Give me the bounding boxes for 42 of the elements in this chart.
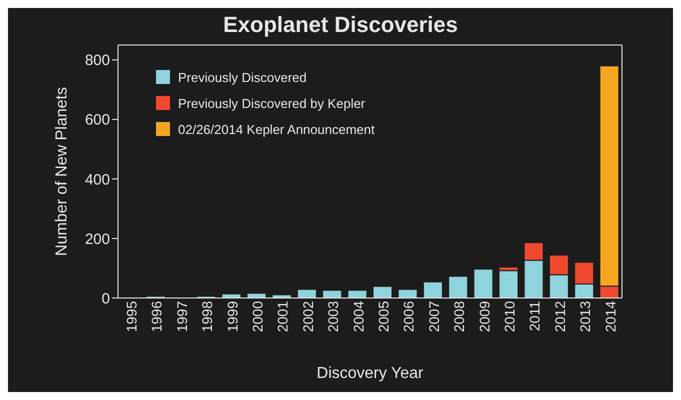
x-tick-label: 1996 <box>148 300 165 332</box>
x-tick-label: 2001 <box>274 300 291 332</box>
legend-label: Previously Discovered <box>178 70 307 84</box>
bar <box>398 288 418 298</box>
x-tick-label: 1997 <box>174 300 190 332</box>
bar <box>372 286 393 298</box>
x-tick-label: 2000 <box>250 300 266 332</box>
x-tick-label: 2008 <box>451 300 468 332</box>
y-tick-label: 0 <box>102 290 110 308</box>
x-tick-label: 2004 <box>350 300 366 332</box>
bar <box>422 281 443 298</box>
x-tick-label: 2002 <box>300 300 316 332</box>
y-axis-title: Number of New Planets <box>54 87 71 256</box>
bar <box>296 288 317 298</box>
bar <box>246 292 267 298</box>
x-tick-label: 2007 <box>426 300 442 332</box>
x-tick-label: 2013 <box>577 300 594 332</box>
x-tick-label: 2005 <box>376 300 392 332</box>
bar <box>498 270 519 298</box>
bar <box>448 276 468 298</box>
x-tick-label: 2014 <box>602 300 618 332</box>
x-tick-label: 1998 <box>199 300 216 332</box>
y-tick-label: 400 <box>84 171 110 188</box>
bar <box>347 290 368 298</box>
x-tick-label: 2006 <box>400 300 417 332</box>
x-tick-label: 1995 <box>124 300 140 332</box>
y-tick-label: 200 <box>84 230 110 248</box>
x-tick-label: 2009 <box>476 300 492 332</box>
bar <box>272 294 292 298</box>
y-tick-label: 800 <box>84 52 110 70</box>
x-tick-label: 1999 <box>224 300 240 332</box>
y-tick-label: 600 <box>84 112 110 129</box>
chart-title: Exoplanet Discoveries <box>222 12 459 38</box>
x-tick-label: 2003 <box>325 300 342 332</box>
legend-label: 02/26/2014 Kepler Announcement <box>178 122 375 136</box>
x-tick-label: 2010 <box>502 300 518 332</box>
bar <box>473 268 494 298</box>
bar <box>322 290 342 298</box>
legend-label: Previously Discovered by Kepler <box>178 96 366 110</box>
x-axis-title: Discovery Year <box>316 365 424 382</box>
x-tick-label: 2012 <box>552 300 568 332</box>
x-tick-label: 2011 <box>526 300 543 332</box>
